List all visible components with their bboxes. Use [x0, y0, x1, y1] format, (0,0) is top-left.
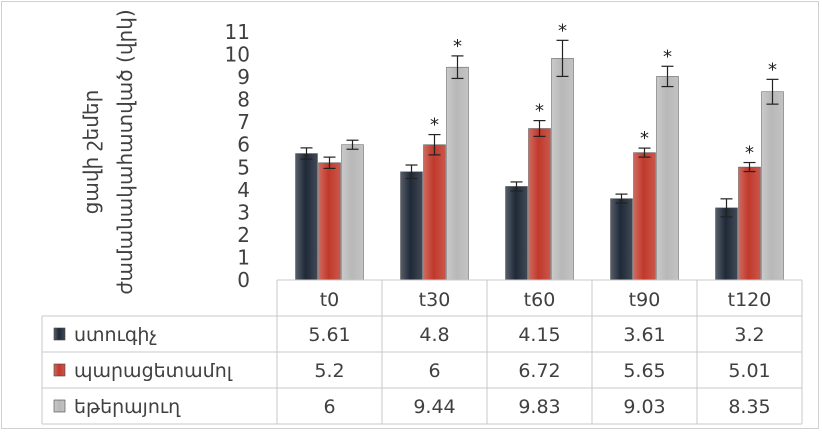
table-value: 3.2	[734, 324, 764, 346]
y-tick-label: 6	[237, 133, 250, 157]
y-tick-label: 4	[237, 178, 250, 202]
y-tick-label: 3	[237, 200, 250, 224]
bar-t30-series-0	[400, 171, 423, 281]
legend-label: եթերայուղ	[74, 396, 181, 418]
y-axis-label-line1: ցավի շեմեր	[79, 90, 103, 215]
legend-swatch	[53, 363, 66, 377]
table-value: 4.8	[419, 324, 449, 346]
y-tick-label: 11	[225, 20, 250, 44]
significance-mark: *	[768, 59, 777, 80]
bar-t30-series-1	[423, 144, 446, 281]
table-value: 5.61	[308, 324, 350, 346]
legend-swatch	[53, 327, 66, 341]
table-value: 9.83	[518, 396, 560, 418]
table-value: 3.61	[623, 324, 665, 346]
bar-t60-series-2	[551, 58, 574, 281]
bar-t90-series-2	[656, 76, 679, 281]
y-tick-label: 10	[225, 43, 250, 67]
category-label: t0	[320, 289, 340, 311]
table-value: 6	[323, 396, 335, 418]
bar-t0-series-1	[318, 162, 341, 281]
table-value: 4.15	[518, 324, 560, 346]
legend-label: ստուգիչ	[74, 324, 157, 346]
table-value: 5.01	[728, 360, 770, 382]
table-value: 9.44	[413, 396, 455, 418]
bar-t120-series-2	[761, 91, 784, 281]
y-tick-label: 0	[237, 268, 250, 292]
bar-t60-series-1	[528, 128, 551, 281]
bar-t30-series-2	[446, 66, 469, 281]
table-value: 6.72	[518, 360, 560, 382]
legend-swatch	[53, 399, 66, 413]
bar-t90-series-0	[610, 198, 633, 281]
bar-t120-series-1	[738, 166, 761, 281]
table-value: 6	[428, 360, 440, 382]
significance-mark: *	[663, 46, 672, 67]
category-label: t120	[728, 289, 772, 311]
bar-t0-series-2	[341, 144, 364, 281]
y-tick-label: 5	[237, 155, 250, 179]
legend-label: պարացետամոլ	[74, 360, 233, 382]
bars: * * * * * * * *	[295, 20, 784, 281]
category-label: t30	[419, 289, 451, 311]
data-table: t0 t30 t60 t90 t120 ստուգիչ 5.61 4.8 4.15 3.61 3.2…	[41, 279, 803, 425]
y-tick-label: 1	[237, 245, 250, 269]
y-tick-label: 9	[237, 65, 250, 89]
table-value: 5.2	[314, 360, 344, 382]
y-axis-label-line2: ժամանակահատված (վրկ)	[113, 9, 137, 294]
table-value: 9.03	[623, 396, 665, 418]
bar-t120-series-0	[715, 207, 738, 281]
y-tick-label: 2	[237, 223, 250, 247]
significance-mark: *	[453, 36, 462, 57]
bar-t60-series-0	[505, 186, 528, 281]
table-value: 5.65	[623, 360, 665, 382]
y-axis-label: ցավի շեմեր ժամանակահատված (վրկ)	[79, 9, 137, 294]
category-label: t90	[629, 289, 661, 311]
bar-t0-series-0	[295, 153, 318, 281]
significance-mark: *	[430, 115, 439, 136]
bar-t90-series-1	[633, 152, 656, 281]
significance-mark: *	[745, 143, 754, 164]
table-value: 8.35	[728, 396, 770, 418]
significance-mark: *	[558, 20, 567, 41]
significance-mark: *	[535, 101, 544, 122]
y-tick-label: 7	[237, 110, 250, 134]
y-tick-label: 8	[237, 88, 250, 112]
significance-mark: *	[640, 128, 649, 149]
category-label: t60	[524, 289, 556, 311]
